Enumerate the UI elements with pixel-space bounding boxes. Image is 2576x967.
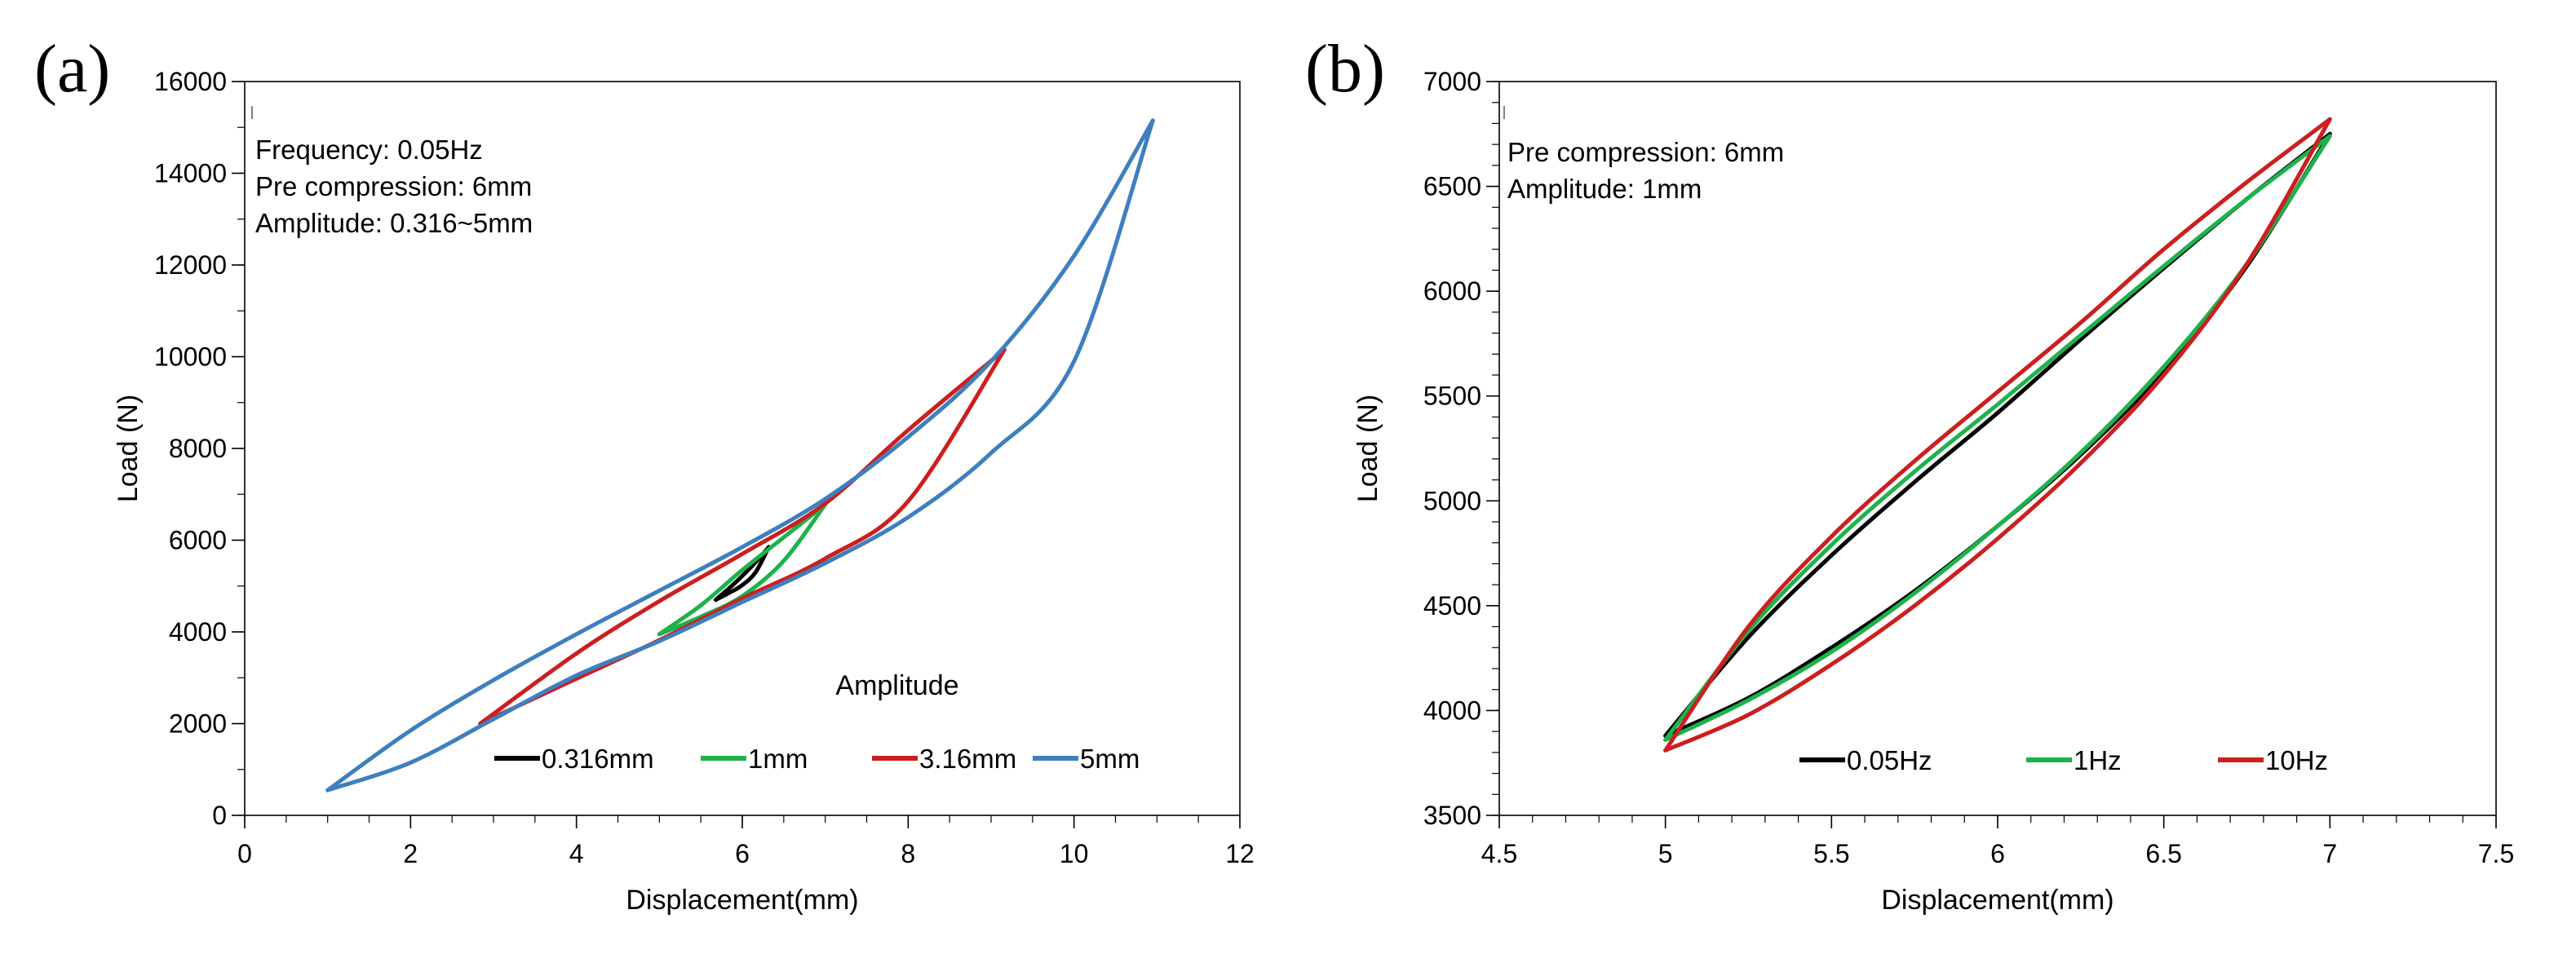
panel-label: (b) xyxy=(1305,31,1385,107)
x-tick-label: 0 xyxy=(237,839,252,868)
y-tick-label: 12000 xyxy=(154,250,227,280)
y-tick-label: 4000 xyxy=(1423,695,1481,725)
series-5mm-upper-branch xyxy=(325,118,1155,793)
legend-label-1mm: 1mm xyxy=(748,744,808,774)
legend-label-0.05Hz: 0.05Hz xyxy=(1847,745,1932,775)
y-tick-label: 16000 xyxy=(154,67,227,96)
y-tick-label: 5000 xyxy=(1423,486,1481,515)
x-tick-label: 6 xyxy=(735,839,750,868)
annotation-text: Amplitude: 0.316~5mm xyxy=(255,208,533,238)
series-1Hz-lower-branch xyxy=(1663,134,2332,742)
y-tick-label: 14000 xyxy=(154,159,227,188)
legend-title: Amplitude xyxy=(835,670,958,701)
legend-label-1Hz: 1Hz xyxy=(2074,745,2122,775)
y-tick-label: 6000 xyxy=(169,526,227,555)
chart-panel-b: 4.5 5 5.5 6 6.5 7 7.5 3500 4000 4500 5000 5500 6000 6… xyxy=(1305,31,2514,916)
y-axis-label: Load (N) xyxy=(1352,395,1383,502)
x-axis-label: Displacement(mm) xyxy=(1881,885,2113,916)
x-tick-label: 7 xyxy=(2322,839,2337,868)
x-tick-label: 8 xyxy=(901,839,915,868)
y-tick-label: 4500 xyxy=(1423,591,1481,620)
x-tick-label: 5 xyxy=(1658,839,1673,868)
series-3.16mm-lower-branch xyxy=(478,347,1007,726)
annotation-text: Frequency: 0.05Hz xyxy=(255,135,483,165)
y-tick-label: 6500 xyxy=(1423,172,1481,201)
y-tick-label: 0 xyxy=(212,801,227,830)
annotation-text: Amplitude: 1mm xyxy=(1507,174,1702,204)
series-0.05Hz-upper-branch xyxy=(1663,131,2332,738)
panel-label: (a) xyxy=(34,31,110,107)
y-tick-label: 3500 xyxy=(1423,801,1481,830)
series-0.05Hz-lower-branch xyxy=(1663,131,2332,738)
series-1mm-lower-branch xyxy=(657,502,828,637)
legend-label-0.316mm: 0.316mm xyxy=(542,744,654,774)
x-tick-label: 10 xyxy=(1060,839,1089,868)
series-5mm-lower-branch xyxy=(325,118,1155,793)
legend-label-3.16mm: 3.16mm xyxy=(919,744,1016,774)
y-tick-label: 4000 xyxy=(169,617,227,647)
annotation-text: Pre compression: 6mm xyxy=(255,171,532,201)
y-axis-label: Load (N) xyxy=(113,395,144,502)
series-0.316mm-lower-branch xyxy=(714,545,771,603)
series-1Hz-upper-branch xyxy=(1663,134,2332,742)
y-tick-label: 6000 xyxy=(1423,276,1481,306)
x-tick-label: 5.5 xyxy=(1813,839,1849,868)
x-tick-label: 4 xyxy=(569,839,584,868)
y-tick-label: 7000 xyxy=(1423,67,1481,96)
series-1mm-upper-branch xyxy=(657,502,828,637)
series-10Hz-upper-branch xyxy=(1663,117,2332,753)
y-tick-label: 10000 xyxy=(154,342,227,372)
y-tick-label: 5500 xyxy=(1423,382,1481,411)
legend-label-5mm: 5mm xyxy=(1080,744,1140,774)
chart-panel-a: 0 2 4 6 8 10 12 0 2000 4000 6000 8000 10000 12000 1400… xyxy=(34,31,1255,916)
x-axis-label: Displacement(mm) xyxy=(626,885,858,916)
annotation-text: Pre compression: 6mm xyxy=(1507,137,1784,167)
x-tick-label: 6.5 xyxy=(2145,839,2181,868)
series-3.16mm-upper-branch xyxy=(478,347,1007,726)
y-tick-label: 2000 xyxy=(169,709,227,739)
y-tick-label: 8000 xyxy=(169,434,227,463)
x-tick-label: 7.5 xyxy=(2478,839,2514,868)
x-tick-label: 12 xyxy=(1225,839,1255,868)
x-tick-label: 4.5 xyxy=(1481,839,1517,868)
x-tick-label: 6 xyxy=(1990,839,2005,868)
series-10Hz-lower-branch xyxy=(1663,117,2332,753)
x-tick-label: 2 xyxy=(403,839,418,868)
legend-label-10Hz: 10Hz xyxy=(2265,745,2328,775)
